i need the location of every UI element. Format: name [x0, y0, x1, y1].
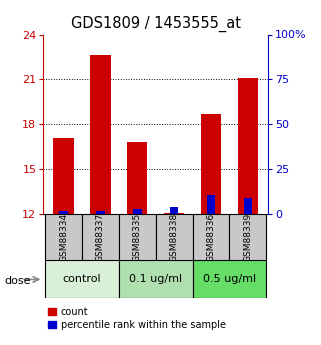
Text: GSM88337: GSM88337 — [96, 213, 105, 262]
Text: 0.1 ug/ml: 0.1 ug/ml — [129, 275, 182, 284]
Bar — [164, 213, 184, 214]
Text: GSM88338: GSM88338 — [169, 213, 178, 262]
Text: GSM88339: GSM88339 — [243, 213, 252, 262]
Bar — [207, 195, 215, 214]
Bar — [244, 198, 252, 214]
Bar — [119, 214, 156, 260]
Bar — [193, 260, 266, 298]
Bar — [230, 214, 266, 260]
Text: 0.5 ug/ml: 0.5 ug/ml — [203, 275, 256, 284]
Bar — [238, 78, 258, 214]
Bar — [127, 142, 147, 214]
Bar — [45, 260, 119, 298]
Bar — [82, 214, 119, 260]
Text: GSM88335: GSM88335 — [133, 213, 142, 262]
Bar — [96, 211, 105, 214]
Bar — [59, 211, 68, 214]
Bar — [45, 214, 82, 260]
Bar — [54, 138, 74, 214]
Bar — [133, 209, 142, 214]
Text: GSM88336: GSM88336 — [206, 213, 215, 262]
Bar — [201, 114, 221, 214]
Bar — [156, 214, 193, 260]
Title: GDS1809 / 1453555_at: GDS1809 / 1453555_at — [71, 16, 241, 32]
Legend: count, percentile rank within the sample: count, percentile rank within the sample — [48, 307, 226, 330]
Bar — [193, 214, 230, 260]
Text: dose: dose — [5, 276, 31, 286]
Bar — [90, 56, 110, 214]
Text: control: control — [63, 275, 101, 284]
Text: GSM88334: GSM88334 — [59, 213, 68, 262]
Bar — [170, 207, 178, 214]
Bar — [119, 260, 193, 298]
